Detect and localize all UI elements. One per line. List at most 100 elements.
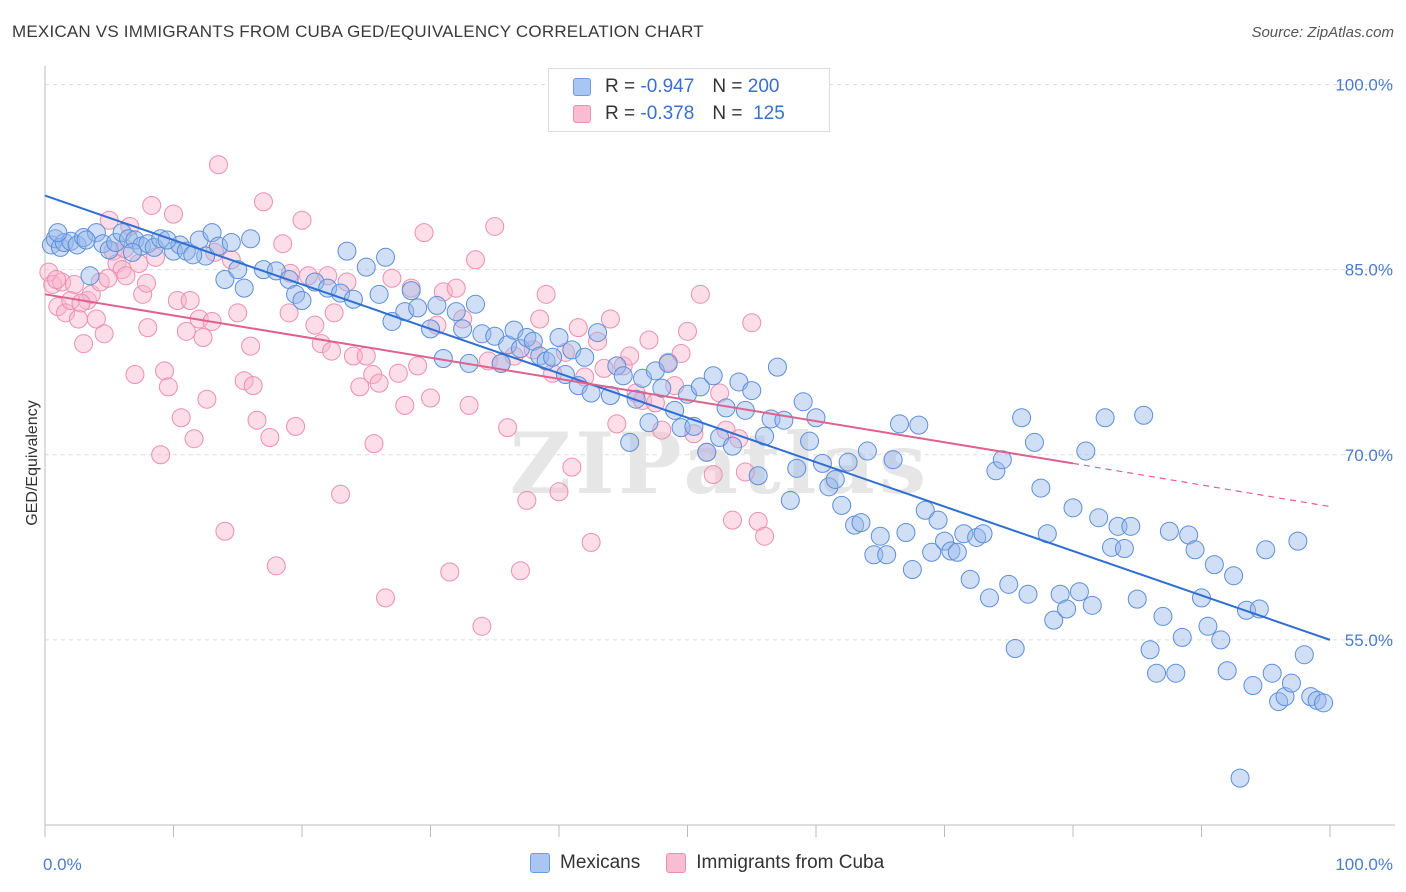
- mexican-point: [819, 477, 839, 497]
- cuba-point: [703, 465, 723, 485]
- cuba-point: [530, 309, 550, 329]
- cuba-point: [388, 363, 408, 383]
- mexican-point: [703, 366, 723, 386]
- mexican-point: [870, 526, 890, 546]
- legend-row-mexicans: R = -0.947 N = 200: [573, 74, 779, 100]
- mexican-point: [1012, 408, 1032, 428]
- cuba-point: [395, 395, 415, 415]
- cuba-point: [71, 293, 91, 313]
- cuba-point: [350, 377, 370, 397]
- cuba-point: [184, 429, 204, 449]
- cuba-point: [39, 262, 59, 282]
- mexican-point: [1314, 693, 1334, 713]
- trend-lines: [44, 194, 1331, 641]
- mexican-point: [453, 319, 473, 339]
- cuba-point: [164, 204, 183, 224]
- chart-title: MEXICAN VS IMMIGRANTS FROM CUBA GED/EQUI…: [12, 22, 704, 41]
- mexican-point: [1005, 639, 1025, 659]
- cuba-point: [197, 389, 217, 409]
- mexican-point: [890, 414, 910, 434]
- mexican-point: [1134, 405, 1154, 425]
- legend-n-value: 125: [753, 103, 785, 124]
- cuba-point: [613, 356, 633, 376]
- cuba-point: [408, 356, 428, 376]
- mexican-point: [954, 524, 974, 544]
- mexican-point: [1166, 663, 1186, 683]
- y-axis-label: GED/Equivalency: [24, 400, 41, 525]
- mexican-point: [1057, 599, 1077, 619]
- cuba-point: [510, 561, 530, 581]
- bottom-legend-cuba: Immigrants from Cuba: [666, 852, 884, 874]
- mexican-point: [1147, 663, 1167, 683]
- mexican-point: [1140, 640, 1160, 660]
- cuba-point: [337, 272, 357, 292]
- y-tick-label: 70.0%: [1345, 446, 1393, 465]
- cuba-point: [639, 330, 659, 350]
- cuba-point: [68, 309, 88, 329]
- mexican-point: [658, 353, 678, 373]
- legend-row-cuba: R = -0.378 N = 125: [573, 101, 785, 127]
- cuba-point: [266, 556, 286, 576]
- mexican-point: [1024, 432, 1044, 452]
- cuba-point: [517, 490, 537, 510]
- legend-swatch-pink: [573, 105, 591, 123]
- cuba-point: [440, 562, 460, 582]
- mexican-point: [877, 545, 897, 565]
- mexican-point: [1211, 630, 1231, 650]
- cuba-point: [305, 315, 325, 335]
- mexicans-swatch: [530, 853, 550, 873]
- cuba-point: [279, 303, 299, 323]
- mexican-point: [902, 560, 922, 580]
- cuba-point: [247, 410, 267, 430]
- mexican-point: [138, 234, 158, 254]
- legend-n-label: N =: [712, 76, 743, 97]
- mexican-point: [356, 257, 376, 277]
- mexican-points: [41, 223, 1334, 788]
- mexican-point: [446, 302, 466, 322]
- mexican-point: [1269, 692, 1289, 712]
- mexican-point: [1127, 589, 1147, 609]
- cuba-point: [47, 270, 67, 290]
- cuba-point: [273, 234, 293, 254]
- legend-r-value: -0.947: [640, 76, 695, 97]
- cuba-point: [755, 526, 775, 546]
- source-label: Source: ZipAtlas.com: [1251, 24, 1394, 41]
- mexican-point: [838, 452, 858, 472]
- legend-swatch-blue: [573, 78, 591, 96]
- mexican-point: [1172, 627, 1192, 647]
- mexican-point: [967, 527, 987, 547]
- mexican-point: [1076, 441, 1096, 461]
- mexican-point: [1256, 540, 1276, 560]
- mexican-point: [851, 513, 871, 533]
- y-tick-label: 100.0%: [1335, 76, 1393, 95]
- mexican-point: [408, 298, 428, 318]
- cuba-point: [142, 195, 162, 215]
- cuba-point: [549, 482, 569, 502]
- mexican-point: [690, 377, 710, 397]
- cuba-point: [176, 321, 196, 341]
- cuba-point: [722, 510, 742, 530]
- mexican-point: [928, 510, 948, 530]
- mexican-point: [241, 229, 261, 249]
- mexican-point: [48, 223, 68, 243]
- mexican-point: [922, 542, 942, 562]
- mexican-point: [973, 524, 993, 544]
- cuba-points: [39, 155, 775, 636]
- cuba-point: [171, 408, 191, 428]
- cuba-point: [86, 309, 106, 329]
- cuba-point: [742, 313, 762, 333]
- mexican-point: [292, 290, 312, 310]
- axes: [44, 66, 1395, 837]
- cuba-point: [215, 521, 235, 541]
- cuba-point: [292, 210, 312, 230]
- y-tick-label: 85.0%: [1345, 261, 1393, 280]
- mexican-point: [883, 450, 903, 470]
- cuba-point: [600, 309, 620, 329]
- mexican-point: [106, 232, 126, 252]
- mexican-point: [780, 490, 800, 510]
- legend-r-label: R =: [605, 103, 636, 124]
- mexican-point: [697, 442, 717, 462]
- mexican-point: [620, 432, 640, 452]
- mexicans-trend-line: [44, 194, 1331, 641]
